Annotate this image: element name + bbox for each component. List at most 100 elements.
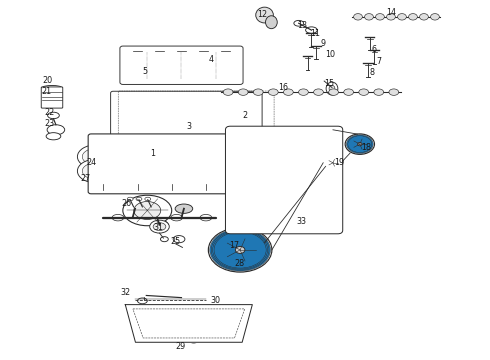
Ellipse shape: [99, 146, 127, 175]
Text: 8: 8: [369, 68, 374, 77]
FancyBboxPatch shape: [120, 46, 243, 85]
Ellipse shape: [142, 215, 153, 221]
Ellipse shape: [325, 157, 341, 168]
FancyBboxPatch shape: [111, 91, 262, 136]
Text: 30: 30: [211, 296, 220, 305]
Ellipse shape: [150, 220, 169, 233]
Ellipse shape: [348, 136, 372, 153]
Ellipse shape: [238, 135, 320, 211]
Ellipse shape: [323, 156, 343, 170]
Ellipse shape: [216, 102, 255, 125]
Text: 22: 22: [45, 108, 55, 117]
Ellipse shape: [128, 140, 167, 180]
Ellipse shape: [126, 107, 149, 120]
Text: 31: 31: [153, 223, 164, 232]
Ellipse shape: [358, 143, 362, 146]
Ellipse shape: [42, 86, 62, 90]
Ellipse shape: [127, 197, 133, 201]
Ellipse shape: [214, 232, 266, 268]
Ellipse shape: [409, 14, 417, 20]
Ellipse shape: [208, 228, 272, 272]
Ellipse shape: [253, 89, 263, 95]
FancyBboxPatch shape: [225, 126, 343, 234]
Ellipse shape: [374, 89, 384, 95]
Ellipse shape: [223, 107, 247, 120]
Ellipse shape: [306, 27, 318, 33]
Text: 27: 27: [80, 175, 90, 184]
Ellipse shape: [345, 134, 374, 154]
Ellipse shape: [145, 197, 151, 201]
Text: 2: 2: [243, 111, 247, 120]
Ellipse shape: [136, 197, 142, 201]
Text: 29: 29: [175, 342, 186, 351]
Text: 23: 23: [45, 119, 54, 128]
Text: 20: 20: [42, 76, 52, 85]
Text: 5: 5: [142, 67, 147, 76]
Ellipse shape: [171, 215, 182, 221]
Ellipse shape: [153, 223, 166, 230]
Text: 4: 4: [208, 55, 213, 64]
Text: 25: 25: [171, 237, 181, 246]
FancyBboxPatch shape: [41, 87, 63, 108]
Ellipse shape: [151, 220, 168, 229]
Ellipse shape: [331, 162, 334, 164]
Ellipse shape: [175, 204, 193, 213]
Ellipse shape: [118, 102, 157, 125]
Ellipse shape: [77, 145, 115, 168]
Text: 16: 16: [278, 83, 288, 92]
Ellipse shape: [82, 148, 110, 165]
Text: 18: 18: [361, 143, 371, 152]
Ellipse shape: [126, 204, 144, 213]
Ellipse shape: [375, 14, 384, 20]
Ellipse shape: [112, 215, 124, 221]
Ellipse shape: [389, 89, 399, 95]
Ellipse shape: [223, 89, 233, 95]
Ellipse shape: [431, 14, 440, 20]
Ellipse shape: [329, 85, 335, 92]
Ellipse shape: [270, 194, 309, 223]
Ellipse shape: [329, 89, 339, 95]
Ellipse shape: [419, 14, 428, 20]
Ellipse shape: [168, 146, 195, 175]
Ellipse shape: [210, 229, 270, 271]
Ellipse shape: [266, 16, 277, 29]
Ellipse shape: [134, 202, 161, 220]
Ellipse shape: [238, 89, 248, 95]
Ellipse shape: [134, 146, 161, 175]
Text: 14: 14: [387, 8, 396, 17]
Text: 26: 26: [122, 199, 132, 208]
Text: 6: 6: [372, 45, 377, 54]
Ellipse shape: [202, 146, 229, 175]
Ellipse shape: [82, 163, 110, 179]
Text: 15: 15: [324, 80, 335, 89]
Text: 12: 12: [257, 10, 267, 19]
Ellipse shape: [167, 102, 206, 125]
Text: 33: 33: [296, 217, 306, 226]
Ellipse shape: [397, 14, 406, 20]
Ellipse shape: [277, 200, 301, 217]
Text: 21: 21: [41, 86, 51, 95]
Ellipse shape: [200, 215, 212, 221]
Ellipse shape: [123, 195, 172, 226]
Ellipse shape: [269, 89, 278, 95]
Ellipse shape: [314, 89, 323, 95]
Text: 32: 32: [120, 288, 130, 297]
Ellipse shape: [160, 237, 168, 242]
Ellipse shape: [365, 14, 373, 20]
Ellipse shape: [211, 230, 269, 270]
Ellipse shape: [213, 231, 268, 269]
Ellipse shape: [47, 125, 65, 135]
Ellipse shape: [298, 89, 308, 95]
Ellipse shape: [173, 235, 185, 243]
Ellipse shape: [326, 82, 338, 95]
Ellipse shape: [354, 14, 363, 20]
Ellipse shape: [235, 247, 245, 253]
FancyBboxPatch shape: [88, 134, 255, 194]
Text: 11: 11: [310, 29, 320, 38]
Ellipse shape: [284, 89, 293, 95]
Ellipse shape: [189, 337, 198, 343]
Ellipse shape: [256, 151, 303, 195]
Text: 3: 3: [186, 122, 191, 131]
Text: 19: 19: [334, 158, 344, 167]
Text: 1: 1: [149, 149, 155, 158]
